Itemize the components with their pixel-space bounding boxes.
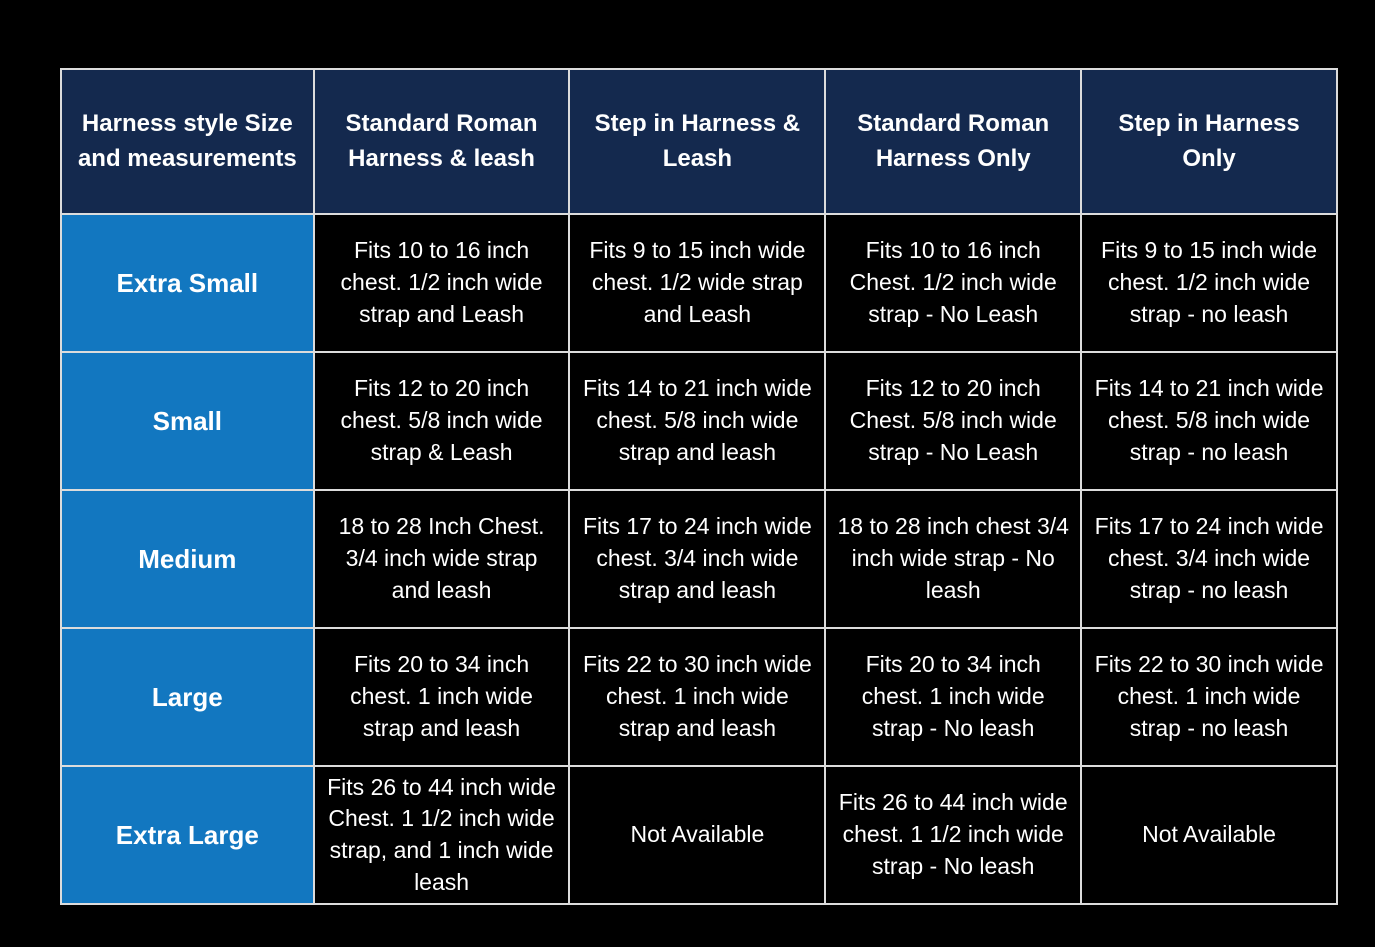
table-cell: Fits 12 to 20 inch Chest. 5/8 inch wide … [824, 351, 1083, 491]
table-cell: Fits 9 to 15 inch wide chest. 1/2 inch w… [1080, 213, 1338, 353]
table-cell: Fits 12 to 20 inch chest. 5/8 inch wide … [312, 351, 571, 491]
row-header-medium: Medium [60, 489, 315, 629]
table-cell: Fits 22 to 30 inch wide chest. 1 inch wi… [1080, 627, 1338, 767]
table-cell: Not Available [568, 765, 827, 905]
table-cell: Fits 26 to 44 inch wide chest. 1 1/2 inc… [824, 765, 1083, 905]
table-cell: Not Available [1080, 765, 1338, 905]
table-row-medium: Medium 18 to 28 Inch Chest. 3/4 inch wid… [60, 489, 1338, 629]
column-header-step-in-leash: Step in Harness & Leash [568, 68, 827, 215]
table-cell: Fits 10 to 16 inch Chest. 1/2 inch wide … [824, 213, 1083, 353]
table-row-extra-large: Extra Large Fits 26 to 44 inch wide Ches… [60, 765, 1338, 905]
table-cell: Fits 17 to 24 inch wide chest. 3/4 inch … [568, 489, 827, 629]
row-header-large: Large [60, 627, 315, 767]
table-cell: Fits 10 to 16 inch chest. 1/2 inch wide … [312, 213, 571, 353]
table-cell: Fits 14 to 21 inch wide chest. 5/8 inch … [568, 351, 827, 491]
column-header-step-in-only: Step in Harness Only [1080, 68, 1338, 215]
header-row: Harness style Size and measurements Stan… [60, 68, 1338, 215]
table-cell: Fits 14 to 21 inch wide chest. 5/8 inch … [1080, 351, 1338, 491]
table-row-large: Large Fits 20 to 34 inch chest. 1 inch w… [60, 627, 1338, 767]
table-cell: Fits 20 to 34 inch chest. 1 inch wide st… [312, 627, 571, 767]
row-header-extra-small: Extra Small [60, 213, 315, 353]
table-cell: 18 to 28 Inch Chest. 3/4 inch wide strap… [312, 489, 571, 629]
table-row-small: Small Fits 12 to 20 inch chest. 5/8 inch… [60, 351, 1338, 491]
table-cell: 18 to 28 inch chest 3/4 inch wide strap … [824, 489, 1083, 629]
table-row-extra-small: Extra Small Fits 10 to 16 inch chest. 1/… [60, 213, 1338, 353]
harness-size-chart: Harness style Size and measurements Stan… [60, 68, 1338, 905]
column-header-size-measurements: Harness style Size and measurements [60, 68, 315, 215]
harness-size-table: Harness style Size and measurements Stan… [60, 68, 1338, 905]
table-cell: Fits 26 to 44 inch wide Chest. 1 1/2 inc… [312, 765, 571, 905]
table-cell: Fits 20 to 34 inch chest. 1 inch wide st… [824, 627, 1083, 767]
table-cell: Fits 17 to 24 inch wide chest. 3/4 inch … [1080, 489, 1338, 629]
column-header-standard-roman-only: Standard Roman Harness Only [824, 68, 1083, 215]
column-header-standard-roman-leash: Standard Roman Harness & leash [312, 68, 571, 215]
table-cell: Fits 9 to 15 inch wide chest. 1/2 wide s… [568, 213, 827, 353]
row-header-extra-large: Extra Large [60, 765, 315, 905]
row-header-small: Small [60, 351, 315, 491]
table-cell: Fits 22 to 30 inch wide chest. 1 inch wi… [568, 627, 827, 767]
